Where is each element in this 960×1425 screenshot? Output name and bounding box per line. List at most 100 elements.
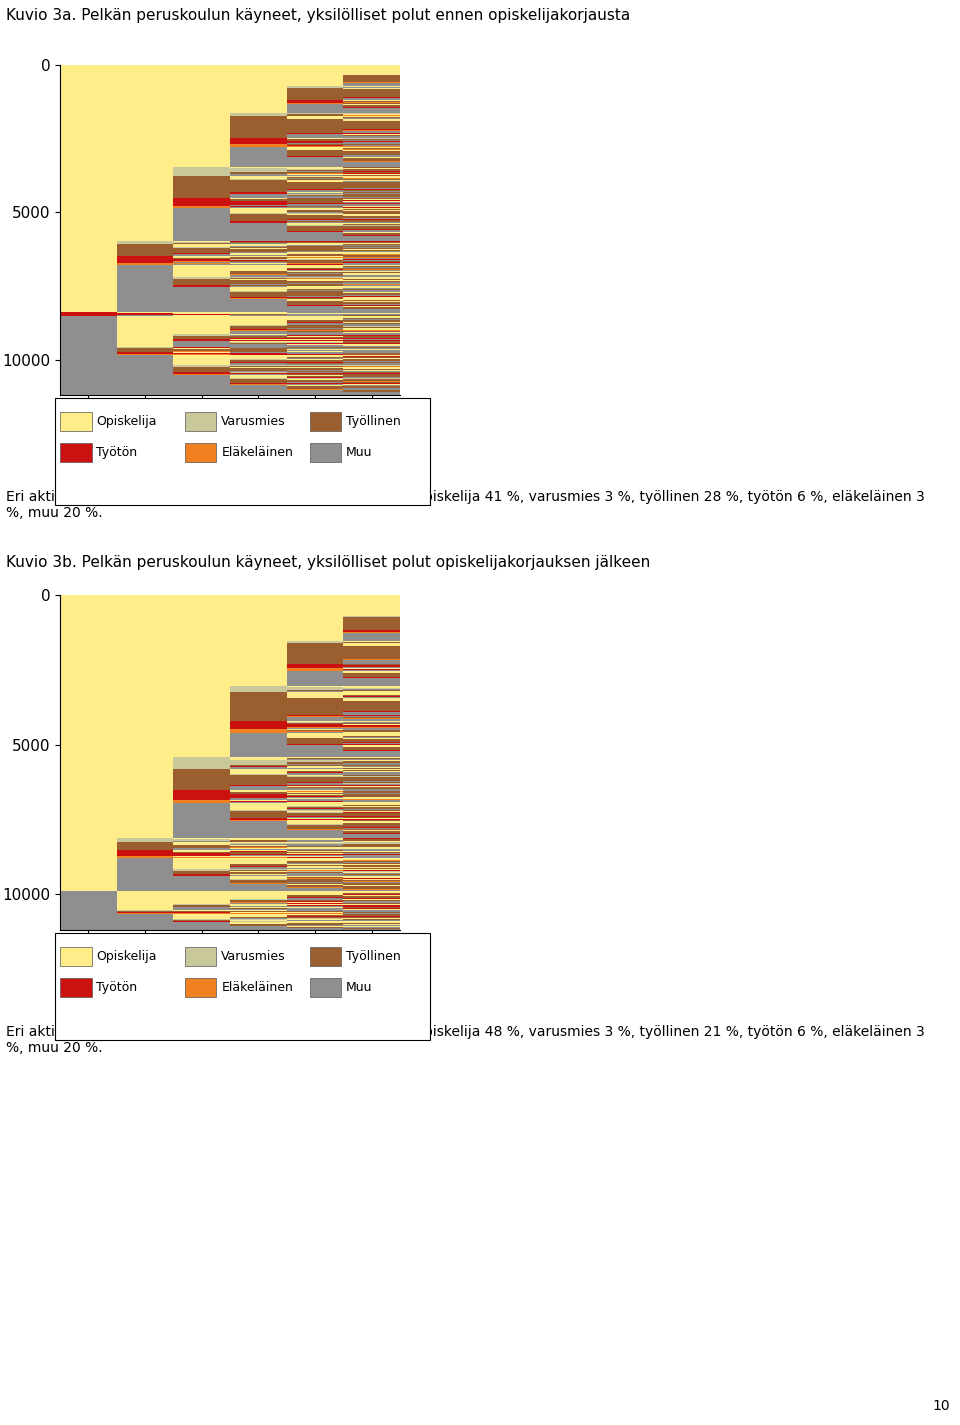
Bar [230,734,287,757]
Bar [287,323,344,325]
Bar [287,332,344,335]
Bar [174,891,230,905]
Bar [174,852,230,855]
Bar [174,342,230,346]
Bar [230,899,287,902]
Bar [174,876,230,891]
Bar [344,302,400,304]
Bar [287,777,344,782]
Bar [230,730,287,734]
Bar [174,208,230,241]
Text: Varusmies: Varusmies [221,415,286,427]
Bar [174,66,230,167]
Bar [287,821,344,824]
Bar [344,891,400,893]
Bar [230,375,287,379]
Bar [287,671,344,687]
Bar [344,665,400,667]
Bar [344,825,400,828]
Bar [344,380,400,382]
Bar [230,113,287,117]
Bar [287,687,344,690]
Bar [230,177,287,178]
Bar [287,355,344,356]
Bar [344,105,400,107]
Bar [230,891,287,899]
Bar [344,120,400,121]
Bar [287,389,344,395]
Bar [287,784,344,785]
Bar [287,208,344,211]
Bar [344,802,400,805]
Bar [287,724,344,727]
Bar [344,215,400,218]
Bar [287,895,344,898]
Bar [344,831,400,834]
Bar [344,617,400,630]
Bar [344,386,400,388]
Bar [344,712,400,715]
Bar [287,120,344,133]
Bar [344,858,400,859]
Bar [230,868,287,869]
Bar [174,335,230,336]
Bar [230,775,287,785]
Bar [230,168,287,172]
Bar [344,740,400,742]
Bar [174,336,230,339]
Bar [117,355,174,395]
Text: Työtön: Työtön [96,982,137,995]
Bar [230,275,287,276]
Bar [287,299,344,301]
Bar [287,232,344,241]
Bar [174,789,230,799]
Bar [344,745,400,747]
Text: Eläkeläinen: Eläkeläinen [221,446,293,459]
Bar [287,693,344,698]
Bar [230,902,287,905]
Bar [344,66,400,74]
Bar [230,368,287,371]
Bar [287,100,344,103]
Bar [287,369,344,370]
Bar [287,717,344,721]
Bar [287,361,344,362]
Bar [344,698,400,701]
Text: Varusmies: Varusmies [221,950,286,963]
Bar [117,66,174,241]
Bar [287,698,344,715]
Bar [287,888,344,891]
Bar [344,83,400,87]
Bar [344,701,400,711]
Bar [174,288,230,312]
Bar [174,205,230,208]
Bar [230,215,287,221]
Bar [344,292,400,295]
Bar [117,244,174,256]
Bar [287,104,344,113]
Bar [230,345,287,346]
Bar [174,259,230,262]
Bar [230,180,287,192]
Bar [344,671,400,673]
Bar [344,678,400,687]
Bar [230,200,287,201]
Bar [344,234,400,235]
Bar [174,279,230,285]
Bar [174,908,230,911]
Bar [230,355,287,359]
Bar [174,242,230,244]
Bar [230,265,287,271]
Bar [117,241,174,244]
Bar [287,190,344,192]
Bar [60,596,117,891]
Bar [344,834,400,838]
Bar [344,718,400,721]
Bar [287,88,344,100]
Bar [230,292,287,296]
Bar [230,147,287,167]
Bar [174,372,230,373]
Bar [230,138,287,144]
Bar [230,798,287,799]
Bar [230,721,287,730]
